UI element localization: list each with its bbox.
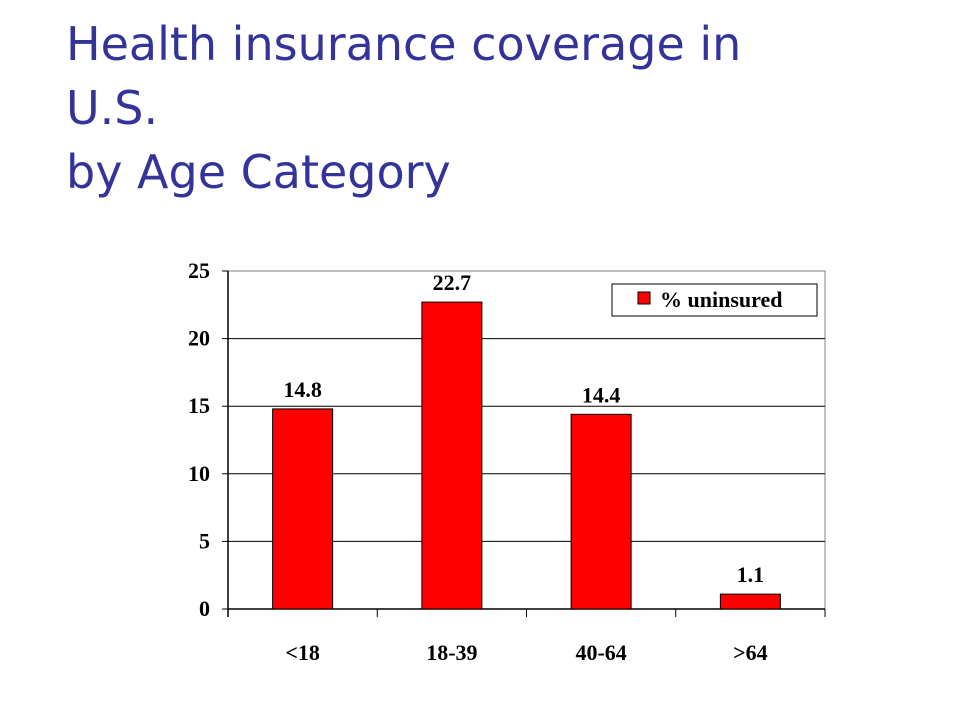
category-label: <18 bbox=[285, 640, 320, 665]
legend: % uninsured bbox=[611, 283, 818, 317]
legend-label: % uninsured bbox=[660, 287, 782, 312]
y-tick-label: 15 bbox=[188, 393, 210, 418]
y-tick-label: 0 bbox=[199, 596, 210, 621]
data-label: 22.7 bbox=[433, 270, 472, 295]
slide-title-line-1: Health insurance coverage in bbox=[66, 17, 742, 71]
category-label: >64 bbox=[733, 640, 768, 665]
bar bbox=[272, 408, 334, 610]
y-tick-label: 10 bbox=[188, 461, 210, 486]
y-tick-label: 5 bbox=[199, 528, 210, 553]
bar bbox=[421, 301, 483, 610]
data-label: 14.8 bbox=[283, 377, 322, 402]
bar bbox=[570, 413, 632, 610]
slide-title-line-3: by Age Category bbox=[66, 145, 451, 199]
data-label: 1.1 bbox=[737, 562, 765, 587]
y-tick-label: 25 bbox=[188, 258, 210, 283]
slide-title-line-2: U.S. bbox=[66, 81, 159, 135]
data-label: 14.4 bbox=[582, 382, 621, 407]
legend-swatch bbox=[637, 291, 651, 305]
bar bbox=[719, 593, 781, 610]
slide-title: Health insurance coverage in U.S. by Age… bbox=[66, 12, 926, 204]
y-tick-label: 20 bbox=[188, 326, 210, 351]
category-label: 18-39 bbox=[426, 640, 477, 665]
category-label: 40-64 bbox=[575, 640, 626, 665]
